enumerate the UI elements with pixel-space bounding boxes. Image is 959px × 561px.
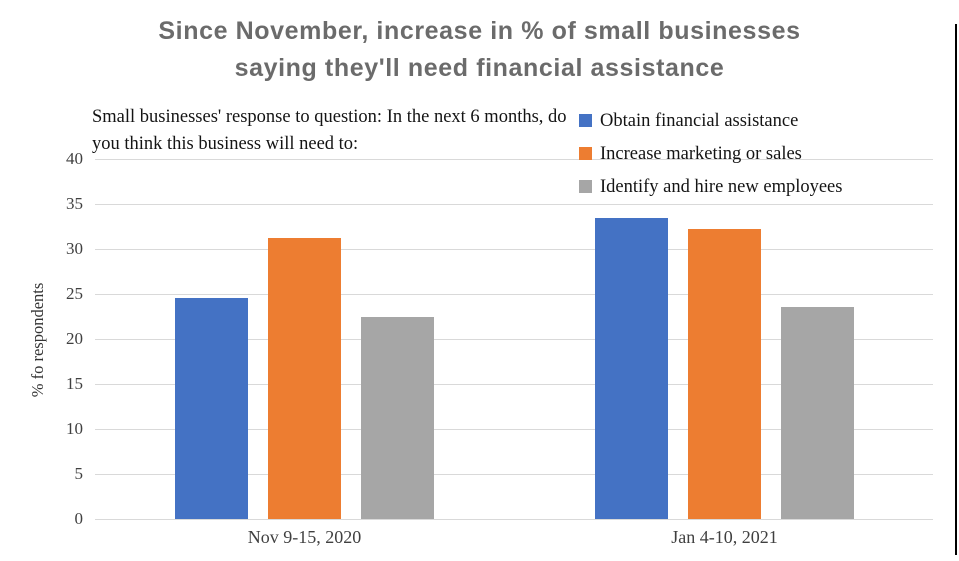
screenshot-edge-border bbox=[955, 24, 957, 555]
legend-label: Increase marketing or sales bbox=[600, 144, 802, 164]
bar-obtain-financial-assistance bbox=[595, 217, 668, 519]
gridline bbox=[95, 474, 933, 475]
gridline bbox=[95, 429, 933, 430]
y-tick-label: 20 bbox=[66, 329, 83, 348]
y-tick-label: 40 bbox=[66, 149, 83, 168]
legend-item: Obtain financial assistance bbox=[579, 110, 842, 143]
y-tick-label: 30 bbox=[66, 239, 83, 258]
y-axis-title: % fo respondents bbox=[28, 282, 47, 398]
legend: Obtain financial assistance Increase mar… bbox=[579, 110, 842, 209]
bar-increase-marketing-or-sales bbox=[268, 238, 341, 519]
chart-title-line2: saying they'll need financial assistance bbox=[234, 54, 725, 82]
y-tick-label: 35 bbox=[66, 194, 83, 213]
legend-swatch-blue-icon bbox=[579, 114, 592, 127]
chart-title-line1: Since November, increase in % of small b… bbox=[158, 17, 801, 45]
chart-title: Since November, increase in % of small b… bbox=[0, 13, 959, 87]
chart-subtitle: Small businesses' response to question: … bbox=[92, 107, 567, 154]
y-tick-label: 10 bbox=[66, 419, 83, 438]
x-axis-label: Jan 4-10, 2021 bbox=[671, 527, 778, 547]
gridline bbox=[95, 519, 933, 520]
legend-item: Increase marketing or sales bbox=[579, 143, 842, 176]
legend-swatch-gray-icon bbox=[579, 180, 592, 193]
gridline bbox=[95, 384, 933, 385]
bar-obtain-financial-assistance bbox=[175, 297, 248, 519]
legend-item: Identify and hire new employees bbox=[579, 176, 842, 209]
y-tick-label: 15 bbox=[66, 374, 83, 393]
gridline bbox=[95, 159, 933, 160]
legend-swatch-orange-icon bbox=[579, 147, 592, 160]
legend-label: Identify and hire new employees bbox=[600, 177, 843, 197]
bar-identify-and-hire-new-employees bbox=[781, 306, 854, 519]
bar-identify-and-hire-new-employees bbox=[361, 317, 434, 519]
gridline bbox=[95, 204, 933, 205]
y-tick-label: 5 bbox=[74, 464, 84, 483]
gridline bbox=[95, 249, 933, 250]
y-tick-label: 0 bbox=[74, 509, 84, 528]
legend-label: Obtain financial assistance bbox=[600, 111, 799, 131]
gridline bbox=[95, 339, 933, 340]
y-tick-label: 25 bbox=[66, 284, 83, 303]
bar-increase-marketing-or-sales bbox=[688, 229, 761, 519]
gridline bbox=[95, 294, 933, 295]
x-axis-label: Nov 9-15, 2020 bbox=[247, 527, 362, 547]
